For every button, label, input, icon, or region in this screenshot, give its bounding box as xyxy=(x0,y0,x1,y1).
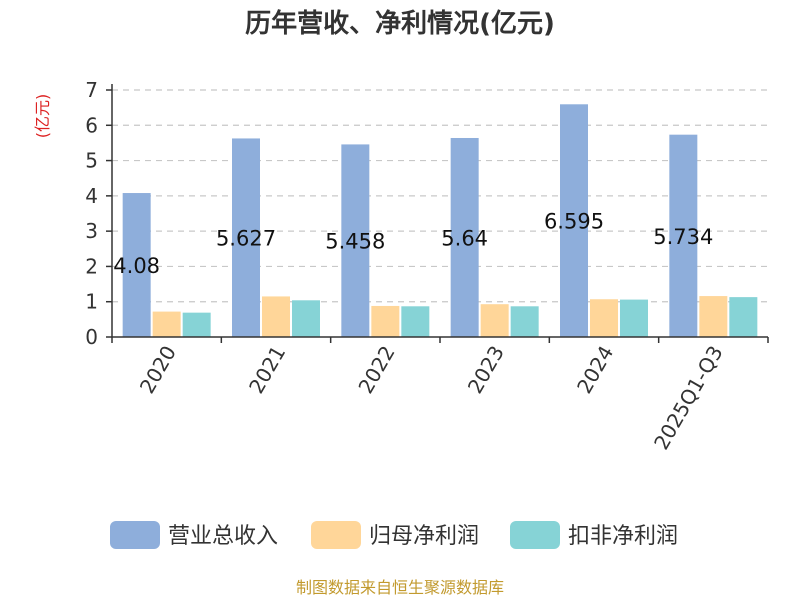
bar-2024-s1[interactable] xyxy=(590,299,618,337)
legend-item-1[interactable]: 归母净利润 xyxy=(311,521,479,549)
bar-2021-s0[interactable] xyxy=(232,138,260,337)
legend[interactable]: 营业总收入 归母净利润 扣非净利润 xyxy=(110,521,678,549)
y-tick-label: 3 xyxy=(85,219,98,243)
chart-title: 历年营收、净利情况(亿元) xyxy=(245,8,555,39)
data-label-2021: 5.627 xyxy=(216,227,276,251)
legend-swatch xyxy=(311,521,361,549)
bar-2020-s2[interactable] xyxy=(182,312,211,337)
data-label-2025Q1-Q3: 5.734 xyxy=(653,225,713,249)
y-tick-label: 7 xyxy=(85,78,98,102)
source-note: 制图数据来自恒生聚源数据库 xyxy=(296,578,504,597)
bar-2025Q1-Q3-s2[interactable] xyxy=(729,297,758,337)
x-tick-label: 2024 xyxy=(572,342,618,398)
y-tick-label: 2 xyxy=(85,254,98,278)
legend-item-0[interactable]: 营业总收入 xyxy=(110,521,278,549)
x-tick-label: 2021 xyxy=(244,342,290,398)
bar-2023-s0[interactable] xyxy=(450,137,479,337)
y-tick-label: 1 xyxy=(85,290,98,314)
bar-2022-s1[interactable] xyxy=(371,305,400,337)
y-tick-label: 4 xyxy=(85,184,98,208)
bar-2023-s1[interactable] xyxy=(480,304,509,337)
bar-2022-s0[interactable] xyxy=(341,144,370,337)
legend-label: 归母净利润 xyxy=(369,524,479,549)
y-tick-label: 5 xyxy=(85,149,98,173)
data-label-2020: 4.08 xyxy=(113,254,160,278)
bar-2023-s2[interactable] xyxy=(510,306,539,337)
x-tick-label: 2022 xyxy=(353,342,399,398)
legend-item-2[interactable]: 扣非净利润 xyxy=(510,521,678,549)
legend-swatch xyxy=(110,521,160,549)
bar-2024-s2[interactable] xyxy=(620,299,648,337)
bar-2024-s0[interactable] xyxy=(560,104,588,337)
y-axis-unit: (亿元) xyxy=(33,94,52,139)
legend-swatch xyxy=(510,521,560,549)
x-tick-label: 2025Q1-Q3 xyxy=(649,342,728,454)
data-labels: 4.08 5.627 5.458 5.64 6.595 5.734 xyxy=(113,210,713,278)
x-tick-label: 2023 xyxy=(463,341,509,397)
bar-2025Q1-Q3-s0[interactable] xyxy=(669,134,698,337)
data-label-2022: 5.458 xyxy=(325,230,385,254)
bars xyxy=(122,104,758,337)
bar-2020-s1[interactable] xyxy=(152,311,181,337)
bar-2021-s1[interactable] xyxy=(262,296,290,337)
y-tick-label: 6 xyxy=(85,113,98,137)
data-label-2023: 5.64 xyxy=(441,226,488,250)
legend-label: 扣非净利润 xyxy=(568,524,678,549)
bar-2025Q1-Q3-s1[interactable] xyxy=(699,296,728,337)
data-label-2024: 6.595 xyxy=(544,210,604,234)
bar-2021-s2[interactable] xyxy=(292,300,320,337)
bar-2022-s2[interactable] xyxy=(401,306,430,337)
legend-label: 营业总收入 xyxy=(168,524,278,549)
bar-2020-s0[interactable] xyxy=(122,193,151,337)
y-tick-label: 0 xyxy=(85,325,98,349)
x-tick-label: 2020 xyxy=(135,342,181,398)
